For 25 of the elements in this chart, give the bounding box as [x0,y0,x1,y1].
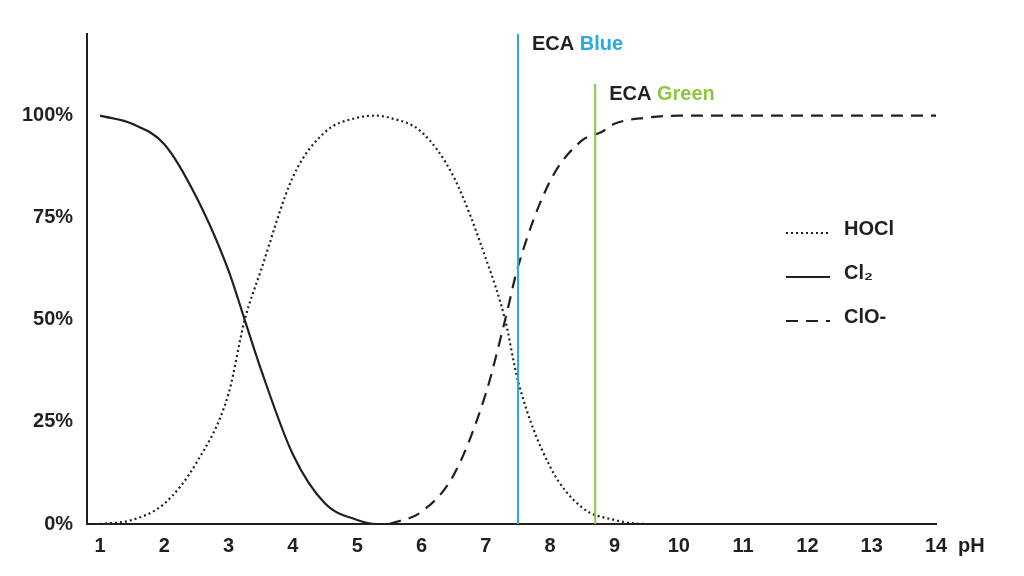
x-tick-label: 11 [732,533,754,556]
ref-line-label: ECA Green [609,81,715,104]
x-tick-label: 3 [223,533,235,556]
x-tick-label: 5 [351,533,363,556]
x-tick-label: 9 [608,533,621,556]
x-tick-label: 1 [94,533,106,556]
x-tick-label: 2 [158,533,170,556]
x-tick-label: 10 [667,533,690,556]
x-axis-title: pH [958,533,985,556]
ref-line-label: ECA Blue [532,31,624,54]
y-tick-label: 100% [22,103,74,126]
y-tick-label: 25% [33,409,74,432]
x-tick-label: 14 [924,533,948,556]
x-tick-label: 8 [544,533,556,556]
x-tick-label: 13 [860,533,883,556]
y-tick-label: 50% [33,307,74,330]
y-tick-label: 0% [44,511,74,534]
x-tick-label: 6 [415,533,428,556]
x-tick-label: 7 [480,533,492,556]
x-tick-label: 12 [796,533,819,556]
x-tick-label: 4 [287,533,300,556]
legend-label: HOCl [844,216,894,239]
legend-label: ClO- [844,304,887,327]
legend-label: Cl₂ [844,260,873,283]
y-tick-label: 75% [33,205,74,228]
